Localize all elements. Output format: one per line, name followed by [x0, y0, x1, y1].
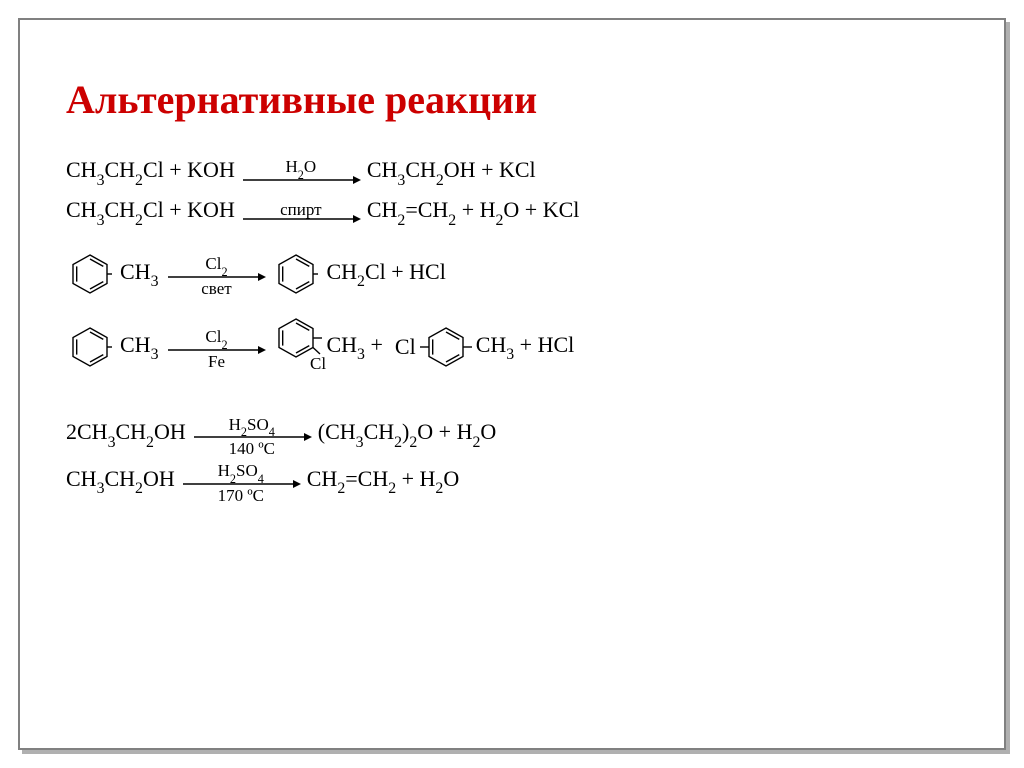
product-text: CH3CH2OH + KCl	[367, 157, 536, 187]
benzene-icon: Cl	[274, 314, 318, 380]
reaction-row: CH3 Cl2 Fe Cl CH3 +	[66, 314, 958, 380]
slide-frame: Альтернативные реакции CH3CH2Cl + KOH H2…	[18, 18, 1006, 750]
product-ring: CH2Cl + HCl	[272, 252, 447, 296]
reaction-row: CH3CH2Cl + KOH H2O CH3CH2OH + KCl	[66, 157, 958, 187]
product-text: CH2=CH2 + H2O + KCl	[367, 197, 580, 227]
substituent-text: CH3 +	[326, 332, 382, 362]
condition-label: 140 ºC	[229, 440, 275, 457]
condition-label: свет	[201, 280, 231, 297]
product-text: CH2=CH2 + H2O	[307, 466, 459, 496]
reactant-ring: CH3	[66, 325, 160, 369]
reaction-row: 2CH3CH2OH H2SO4 140 ºC (CH3CH2)2O + H2O	[66, 416, 958, 453]
substituent-text: CH2Cl + HCl	[326, 259, 445, 289]
product-ring: Cl CH3 + HCl	[393, 325, 576, 369]
reaction-arrow: H2SO4 140 ºC	[192, 416, 312, 453]
reactant-text: CH3CH2OH	[66, 466, 175, 496]
reaction-arrow: H2O	[241, 158, 361, 186]
substituent-text: CH3	[120, 259, 158, 289]
substituent-text: CH3	[120, 332, 158, 362]
reaction-row: CH3 Cl2 свет CH2Cl + HCl	[66, 252, 958, 296]
product-ring: Cl CH3 +	[272, 314, 384, 380]
product-text: (CH3CH2)2O + H2O	[318, 419, 497, 449]
condition-label: Fe	[208, 353, 225, 370]
reaction-row: CH3CH2OH H2SO4 170 ºC CH2=CH2 + H2O	[66, 462, 958, 499]
condition-label: 170 ºC	[218, 487, 264, 504]
reactant-text: CH3CH2Cl + KOH	[66, 197, 235, 227]
slide-title: Альтернативные реакции	[66, 76, 958, 123]
substituent-text: Cl	[395, 334, 416, 360]
reactant-text: CH3CH2Cl + KOH	[66, 157, 235, 187]
reactant-ring: CH3	[66, 252, 160, 296]
arrow-icon	[241, 213, 361, 225]
reaction-arrow: Cl2 свет	[166, 255, 266, 292]
benzene-icon	[68, 252, 112, 296]
benzene-icon	[274, 252, 318, 296]
benzene-icon	[424, 325, 468, 369]
reaction-arrow: H2SO4 170 ºC	[181, 462, 301, 499]
substituent-text: CH3 + HCl	[476, 332, 575, 362]
reactant-text: 2CH3CH2OH	[66, 419, 186, 449]
reaction-row: CH3CH2Cl + KOH спирт CH2=CH2 + H2O + KCl	[66, 197, 958, 227]
svg-text:Cl: Cl	[310, 354, 326, 373]
reaction-arrow: спирт	[241, 201, 361, 225]
reaction-arrow: Cl2 Fe	[166, 328, 266, 365]
benzene-icon	[68, 325, 112, 369]
